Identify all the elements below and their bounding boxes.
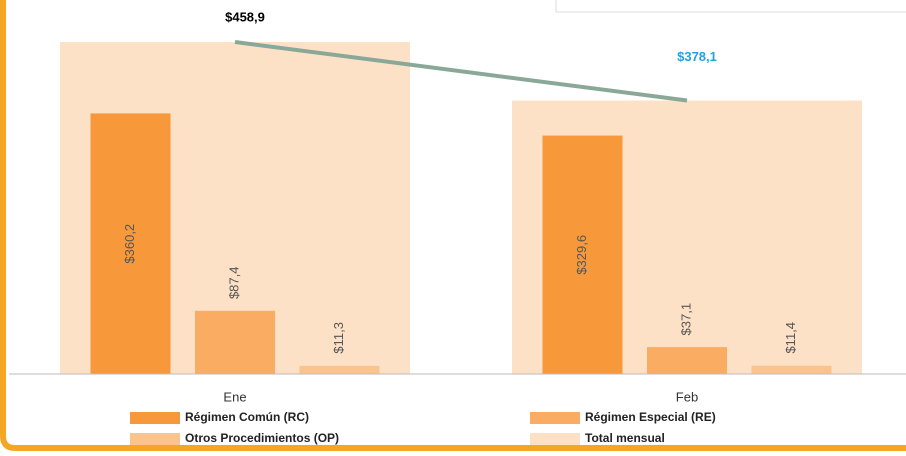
bar: [299, 365, 380, 374]
total-label: $458,9: [225, 9, 265, 24]
legend-label: Régimen Común (RC): [185, 410, 309, 424]
legend-swatch: [530, 412, 580, 424]
bar: [647, 347, 727, 374]
overlay-box: [555, 0, 906, 13]
bar: [195, 310, 275, 374]
x-tick-label: Feb: [676, 389, 698, 404]
legend-label: Otros Procedimientos (OP): [185, 431, 339, 445]
bar: [90, 113, 171, 374]
total-label: $378,1: [677, 49, 717, 64]
legend-swatch: [530, 433, 580, 445]
value-label: $329,6: [574, 235, 589, 275]
legend-label: Total mensual: [585, 431, 665, 445]
bar: [751, 365, 832, 374]
legend-swatch: [130, 412, 180, 424]
value-label: $11,4: [783, 322, 798, 354]
value-label: $11,3: [331, 322, 346, 354]
legend-swatch: [130, 433, 180, 445]
total-line: [234, 40, 688, 103]
value-label: $360,2: [122, 224, 137, 264]
x-tick-label: Ene: [223, 389, 246, 404]
value-label: $87,4: [226, 267, 241, 300]
value-label: $37,1: [678, 303, 693, 336]
legend-label: Régimen Especial (RE): [585, 410, 716, 424]
bar: [542, 135, 623, 374]
